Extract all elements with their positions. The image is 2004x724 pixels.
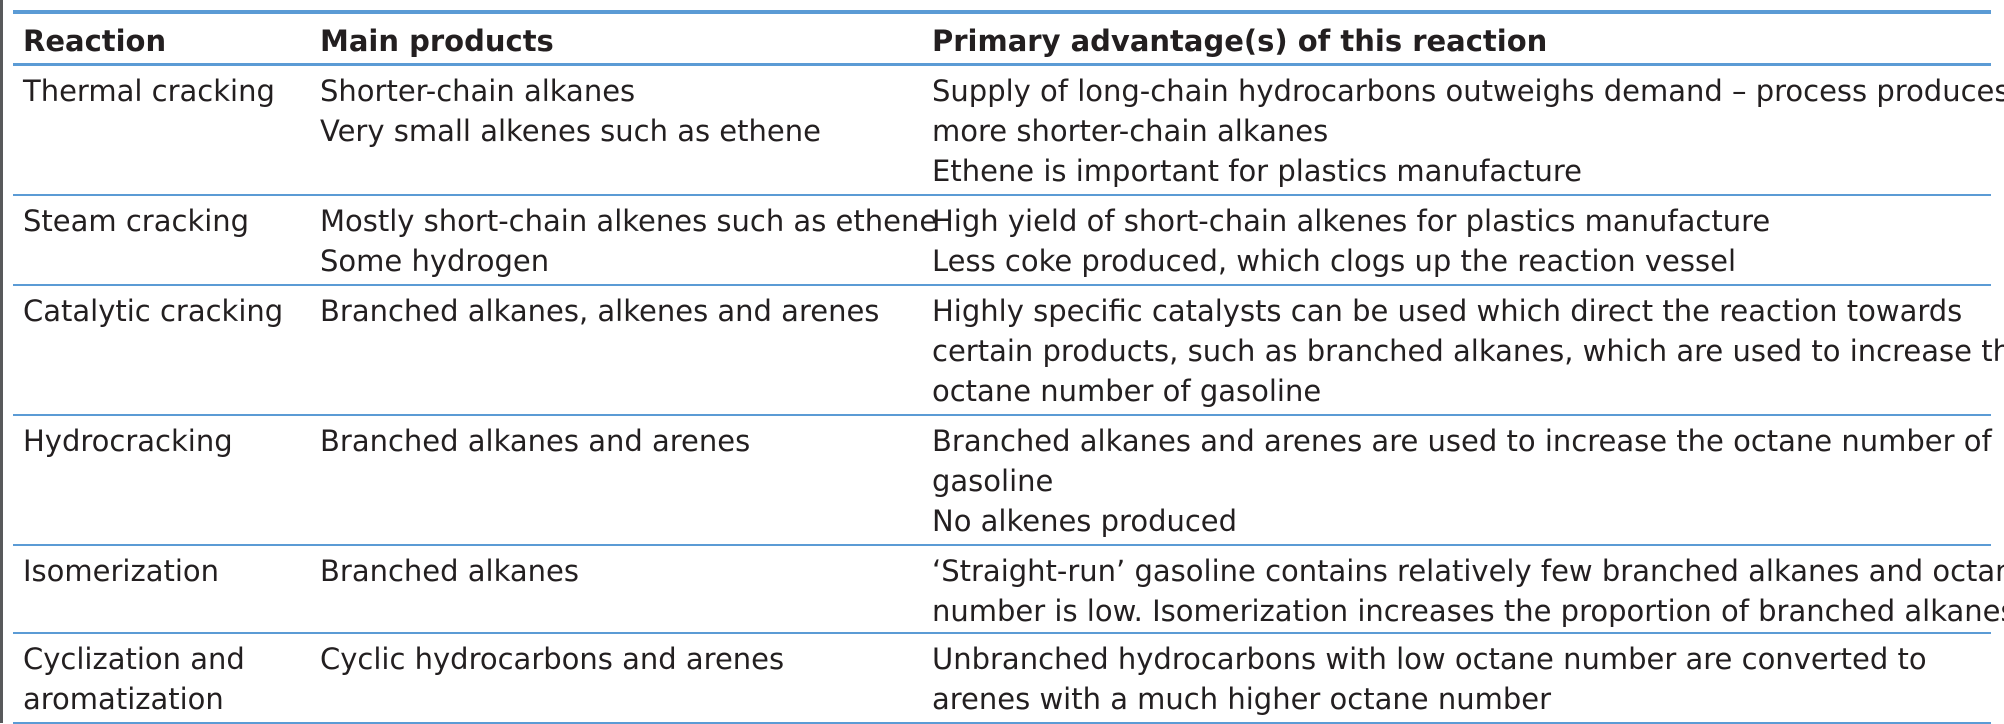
advantage-line: Ethene is important for plastics manufac… (932, 154, 1582, 188)
reaction-name: Thermal cracking (23, 74, 275, 108)
products-cell: Mostly short-chain alkenes such as ethen… (310, 196, 938, 284)
table-header-row: Reaction Main products Primary advantage… (13, 14, 1991, 66)
products-cell: Cyclic hydrocarbons and arenes (310, 634, 922, 722)
table-row: Thermal cracking Shorter-chain alkanes V… (13, 66, 2004, 196)
table-row: Catalytic cracking Branched alkanes, alk… (13, 286, 2004, 416)
reaction-cell: Cyclization and aromatization (13, 634, 310, 722)
advantage-line: number is low. Isomerization increases t… (932, 594, 2004, 628)
advantage-line: Unbranched hydrocarbons with low octane … (932, 642, 1927, 676)
table-row: Isomerization Branched alkanes ‘Straight… (13, 546, 2004, 634)
product-line: Branched alkanes and arenes (320, 424, 751, 458)
advantages-cell: Branched alkanes and arenes are used to … (922, 416, 1992, 544)
product-line: Mostly short-chain alkenes such as ethen… (320, 204, 938, 238)
reaction-cell: Thermal cracking (13, 66, 310, 194)
reaction-name: aromatization (23, 682, 224, 716)
advantages-cell: Supply of long-chain hydrocarbons outwei… (922, 66, 2004, 194)
advantage-line: arenes with a much higher octane number (932, 682, 1552, 716)
advantage-line: No alkenes produced (932, 504, 1238, 538)
reaction-cell: Catalytic cracking (13, 286, 310, 414)
advantage-line: octane number of gasoline (932, 374, 1322, 408)
reactions-table: Reaction Main products Primary advantage… (13, 10, 2004, 724)
header-main-products: Main products (320, 24, 554, 58)
table-row: Hydrocracking Branched alkanes and arene… (13, 416, 1992, 546)
advantage-line: Less coke produced, which clogs up the r… (932, 244, 1737, 278)
product-line: Shorter-chain alkanes (320, 74, 636, 108)
advantage-line: Highly specific catalysts can be used wh… (932, 294, 1963, 328)
advantages-cell: High yield of short-chain alkenes for pl… (922, 196, 1991, 284)
reaction-cell: Isomerization (13, 546, 310, 632)
advantage-line: more shorter-chain alkanes (932, 114, 1329, 148)
reaction-name: Hydrocracking (23, 424, 233, 458)
header-reaction: Reaction (23, 24, 167, 58)
reaction-name: Isomerization (23, 554, 220, 588)
left-margin-rule (0, 0, 3, 723)
table-row: Cyclization and aromatization Cyclic hyd… (13, 634, 1991, 724)
table-row: Steam cracking Mostly short-chain alkene… (13, 196, 1991, 286)
advantages-cell: Unbranched hydrocarbons with low octane … (922, 634, 1991, 722)
product-line: Branched alkanes, alkenes and arenes (320, 294, 880, 328)
product-line: Very small alkenes such as ethene (320, 114, 821, 148)
advantages-cell: ‘Straight-run’ gasoline contains relativ… (922, 546, 2004, 632)
reaction-name: Steam cracking (23, 204, 250, 238)
header-primary-advantages: Primary advantage(s) of this reaction (932, 24, 1548, 58)
product-line: Cyclic hydrocarbons and arenes (320, 642, 785, 676)
advantage-line: ‘Straight-run’ gasoline contains relativ… (932, 554, 2004, 588)
advantage-line: Branched alkanes and arenes are used to … (932, 424, 1992, 458)
reaction-cell: Steam cracking (13, 196, 310, 284)
advantage-line: gasoline (932, 464, 1054, 498)
advantage-line: High yield of short-chain alkenes for pl… (932, 204, 1771, 238)
reaction-name: Catalytic cracking (23, 294, 284, 328)
products-cell: Branched alkanes, alkenes and arenes (310, 286, 922, 414)
products-cell: Branched alkanes and arenes (310, 416, 922, 544)
product-line: Branched alkanes (320, 554, 579, 588)
products-cell: Branched alkanes (310, 546, 922, 632)
reaction-cell: Hydrocracking (13, 416, 310, 544)
advantage-line: Supply of long-chain hydrocarbons outwei… (932, 74, 2004, 108)
advantages-cell: Highly specific catalysts can be used wh… (922, 286, 2004, 414)
product-line: Some hydrogen (320, 244, 550, 278)
reaction-name: Cyclization and (23, 642, 245, 676)
products-cell: Shorter-chain alkanes Very small alkenes… (310, 66, 922, 194)
advantage-line: certain products, such as branched alkan… (932, 334, 2004, 368)
